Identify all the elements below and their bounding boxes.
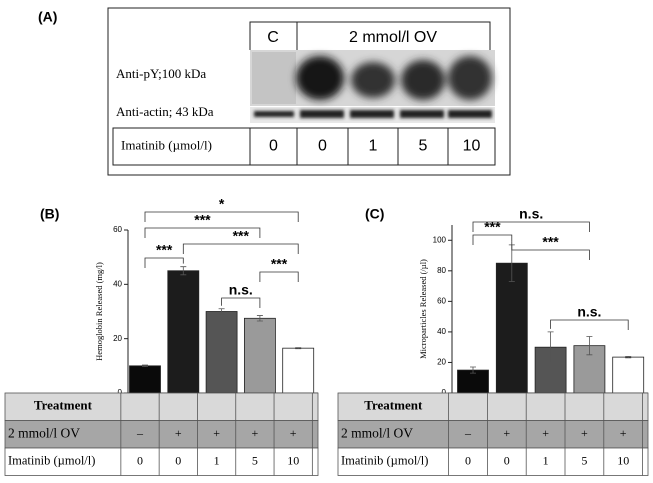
table-value: + xyxy=(175,426,182,440)
bar xyxy=(167,270,200,394)
table-label: Imatinib (µmol/l) xyxy=(8,454,95,468)
table-value: 1 xyxy=(369,138,378,155)
table-value: + xyxy=(213,426,220,440)
y-tick-label: 80 xyxy=(437,266,446,275)
table-value: 0 xyxy=(318,138,327,155)
table-value: 0 xyxy=(465,454,471,468)
significance-bracket xyxy=(472,221,590,232)
significance-label: n.s. xyxy=(229,282,253,298)
bar xyxy=(495,262,528,394)
significance-label: *** xyxy=(194,212,211,228)
table-value: 10 xyxy=(287,454,299,468)
table-value: + xyxy=(503,426,510,440)
table-header: Treatment xyxy=(34,398,93,413)
y-tick-label: 100 xyxy=(433,235,447,244)
significance-label: * xyxy=(219,196,225,212)
table-value: 5 xyxy=(252,454,258,468)
table-value: 0 xyxy=(504,454,510,468)
error-bar xyxy=(180,266,187,276)
table-row xyxy=(337,447,649,476)
panel-label: (B) xyxy=(40,206,59,222)
significance-bracket xyxy=(472,234,513,245)
y-tick-label: 60 xyxy=(437,296,446,305)
significance-bracket xyxy=(550,319,629,330)
bar xyxy=(243,317,276,394)
y-tick-label: 20 xyxy=(437,358,446,367)
table-label: Imatinib (µmol/l) xyxy=(341,454,428,468)
significance-bracket xyxy=(511,241,590,260)
significance-bracket xyxy=(144,257,184,268)
table-value: + xyxy=(581,426,588,440)
blot-image xyxy=(250,50,495,123)
blot-label: Anti-actin; 43 kDa xyxy=(116,104,214,119)
table-value: 10 xyxy=(617,454,629,468)
y-tick-label: 20 xyxy=(113,334,122,343)
bar xyxy=(129,365,161,394)
y-tick-label: 40 xyxy=(113,279,122,288)
table-value: 1 xyxy=(543,454,549,468)
y-tick-label: 60 xyxy=(113,225,122,234)
table-value: 0 xyxy=(137,454,143,468)
error-bar xyxy=(256,315,263,322)
error-bar xyxy=(547,331,554,363)
significance-label: *** xyxy=(542,234,559,250)
table-value: 0 xyxy=(269,138,278,155)
error-bar xyxy=(218,308,225,315)
table-row xyxy=(337,392,649,421)
header-label: 2 mmol/l OV xyxy=(349,29,437,46)
table-row xyxy=(4,420,319,449)
significance-label: n.s. xyxy=(577,304,601,320)
blot-label: Anti-pY;100 kDa xyxy=(116,66,206,81)
significance-label: *** xyxy=(484,219,501,235)
table-value: 5 xyxy=(581,454,587,468)
panel-label: (A) xyxy=(38,9,57,25)
table-value: – xyxy=(464,426,472,440)
y-tick-label: 40 xyxy=(437,327,446,336)
error-bar xyxy=(470,366,476,374)
panel-frame xyxy=(107,7,511,176)
table-header: Treatment xyxy=(364,398,423,413)
table-label: 2 mmol/l OV xyxy=(341,425,413,440)
table-value: 0 xyxy=(175,454,181,468)
significance-label: *** xyxy=(233,228,250,244)
table-value: + xyxy=(252,426,259,440)
table-value: + xyxy=(290,426,297,440)
bar xyxy=(612,356,645,394)
panel-label: (C) xyxy=(365,206,384,222)
table-label: Imatinib (µmol/l) xyxy=(121,137,212,152)
significance-bracket xyxy=(144,211,299,222)
bar xyxy=(282,347,315,394)
table-row xyxy=(4,447,319,476)
bar xyxy=(205,311,238,394)
table-value: – xyxy=(136,426,144,440)
y-axis-label: Hemoglobin Released (mg/l) xyxy=(94,262,104,361)
table-label: 2 mmol/l OV xyxy=(8,425,80,440)
error-bar xyxy=(625,355,632,359)
significance-label: *** xyxy=(156,242,173,258)
table-value: + xyxy=(542,426,549,440)
table-value: + xyxy=(620,426,627,440)
significance-bracket xyxy=(144,227,261,238)
table-cell xyxy=(112,127,496,166)
significance-label: *** xyxy=(271,256,288,272)
error-bar xyxy=(586,336,593,356)
significance-label: n.s. xyxy=(519,206,543,222)
blot-header xyxy=(249,21,491,50)
error-bar xyxy=(295,347,302,350)
y-axis-label: Microparticles Released (/µl) xyxy=(418,259,428,359)
table-value: 1 xyxy=(214,454,220,468)
table-value: 10 xyxy=(463,138,481,155)
significance-bracket xyxy=(182,243,299,254)
header-label: C xyxy=(267,29,279,46)
table-row xyxy=(337,420,649,449)
error-bar xyxy=(142,364,148,368)
table-value: 5 xyxy=(419,138,428,155)
significance-bracket xyxy=(259,271,299,282)
significance-bracket xyxy=(221,297,261,308)
